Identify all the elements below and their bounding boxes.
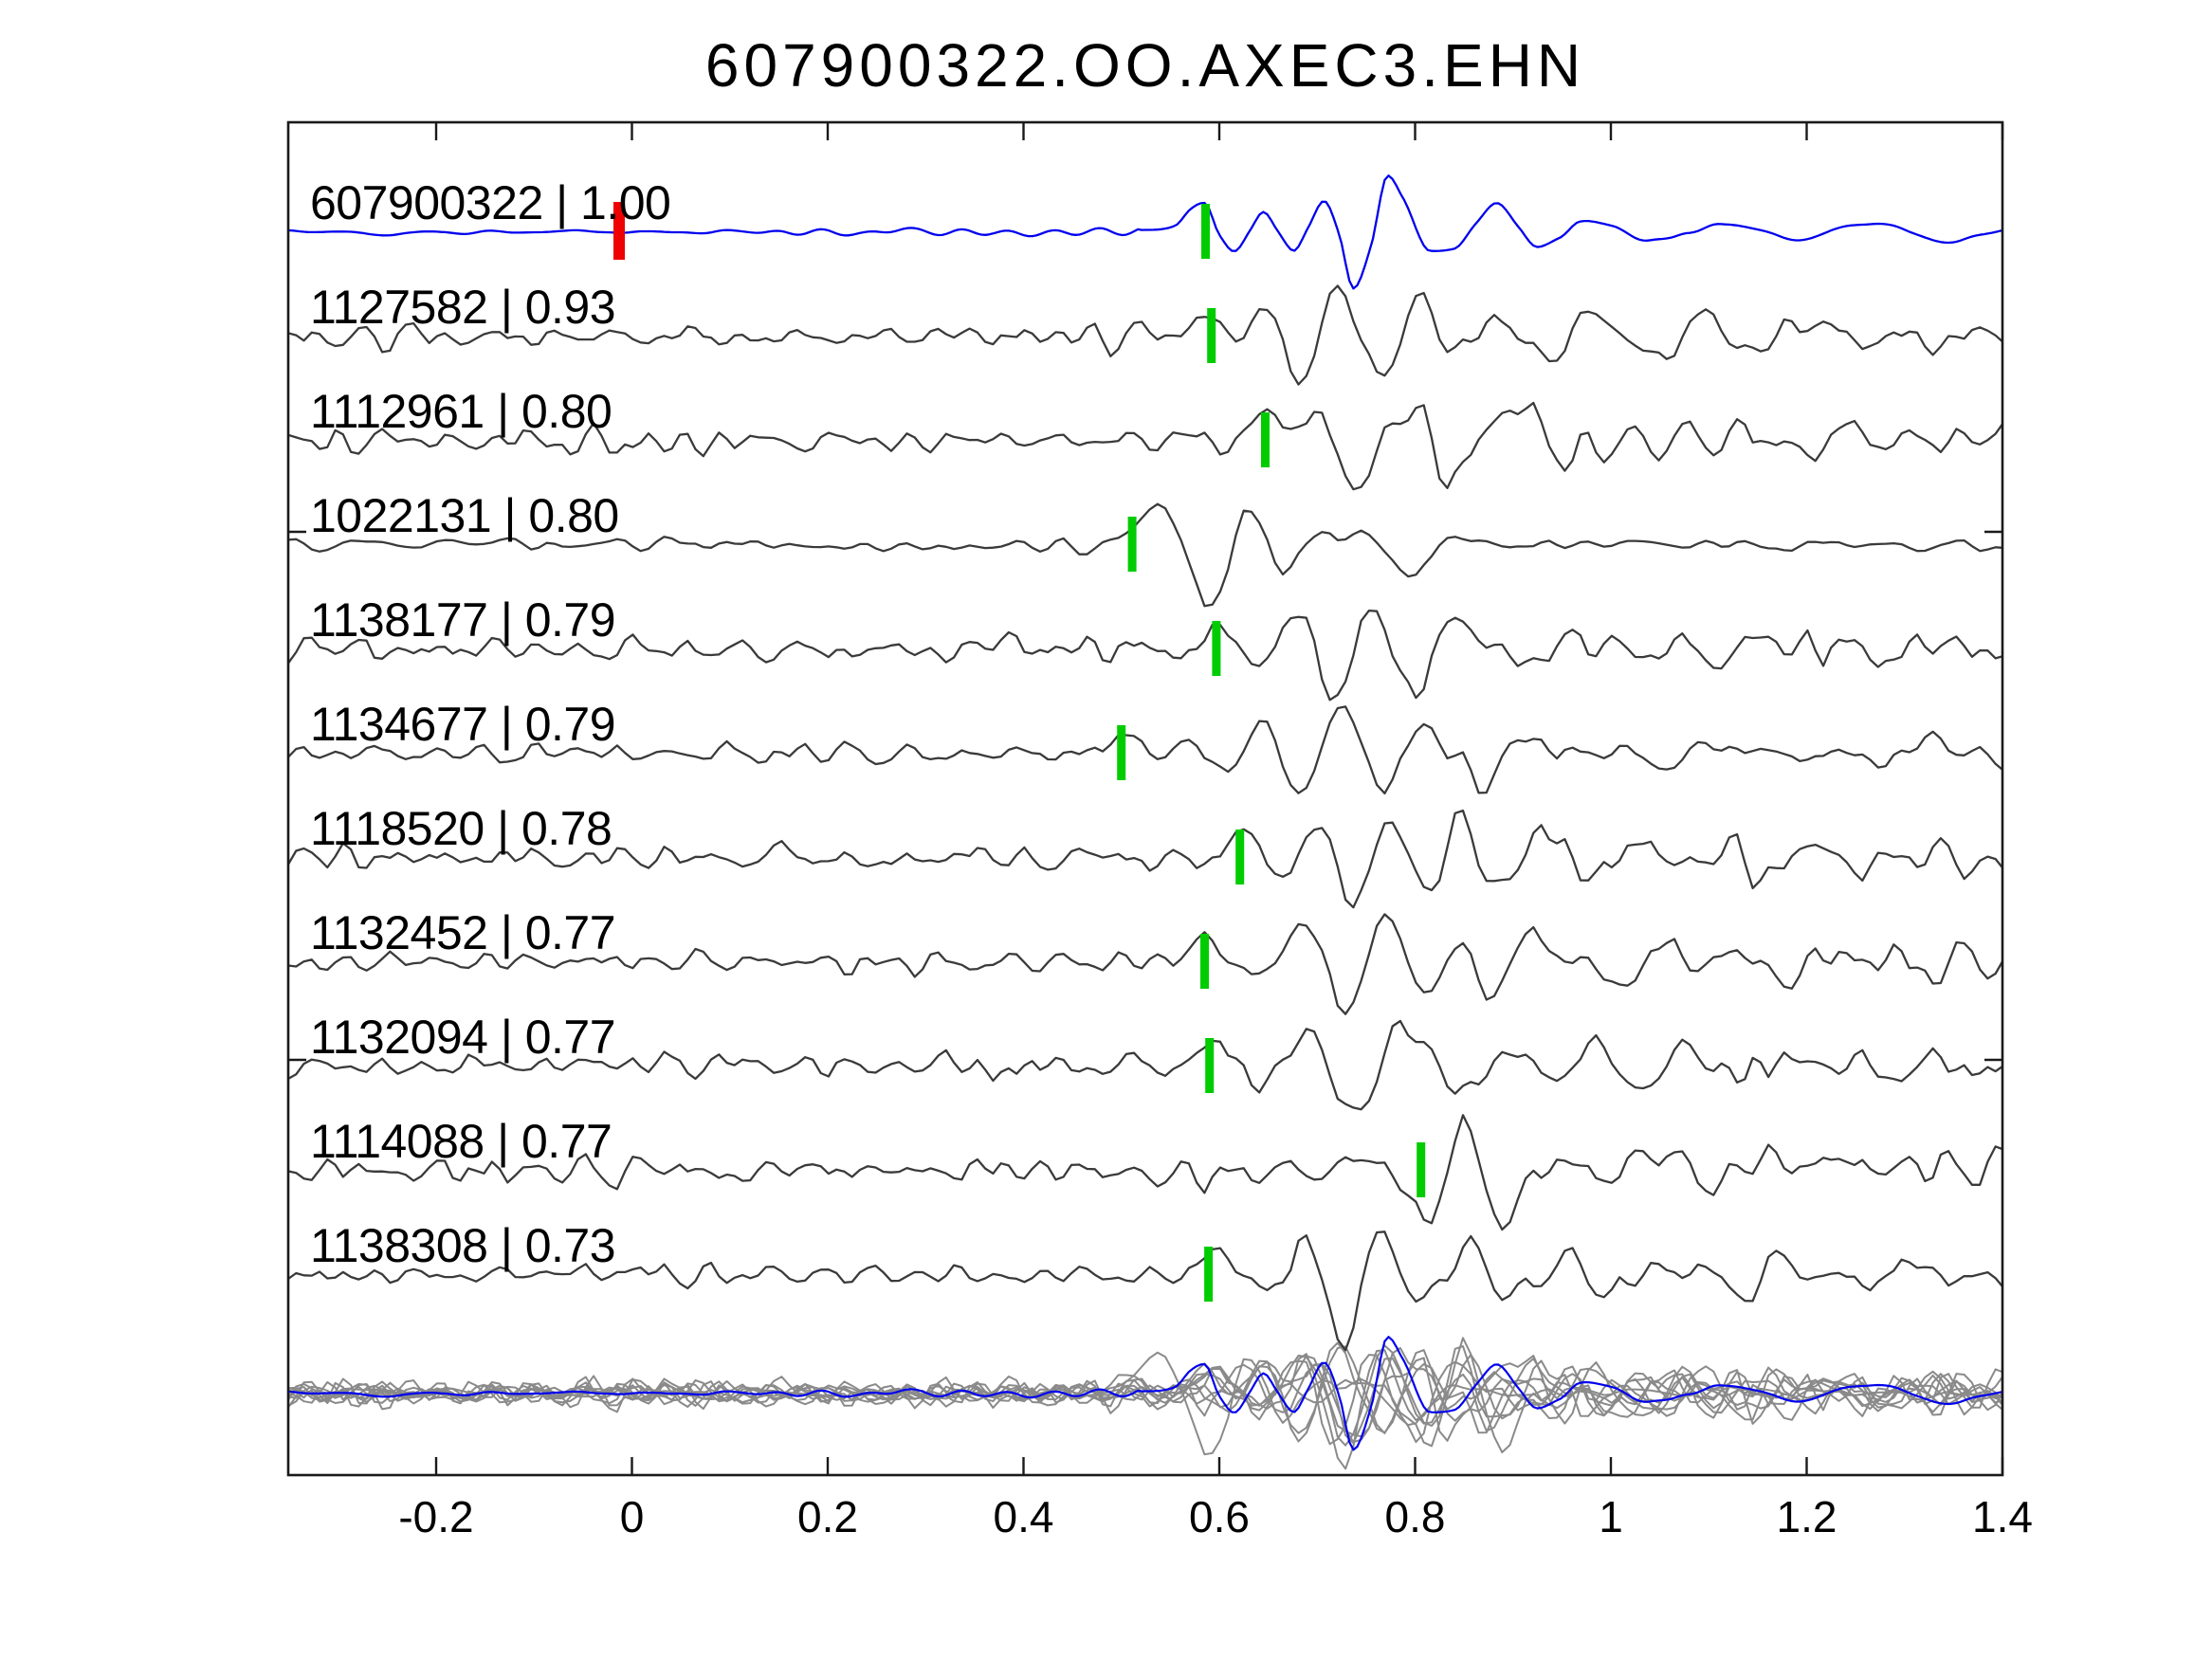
svg-text:0.8: 0.8 (1385, 1492, 1446, 1541)
svg-text:607900322.OO.AXEC3.EHN: 607900322.OO.AXEC3.EHN (705, 31, 1585, 100)
svg-text:1114088 | 0.77: 1114088 | 0.77 (310, 1115, 612, 1168)
svg-text:1138308 | 0.73: 1138308 | 0.73 (310, 1219, 615, 1272)
svg-text:0.2: 0.2 (797, 1492, 858, 1541)
svg-text:1118520 | 0.78: 1118520 | 0.78 (310, 802, 612, 855)
svg-text:0.4: 0.4 (994, 1492, 1054, 1541)
svg-text:1138177 | 0.79: 1138177 | 0.79 (310, 593, 615, 647)
svg-text:607900322 | 1.00: 607900322 | 1.00 (310, 176, 670, 229)
svg-text:1127582 | 0.93: 1127582 | 0.93 (310, 281, 615, 334)
svg-text:0.6: 0.6 (1189, 1492, 1250, 1541)
svg-text:0: 0 (620, 1492, 645, 1541)
svg-text:1112961 | 0.80: 1112961 | 0.80 (310, 385, 612, 438)
svg-text:1134677 | 0.79: 1134677 | 0.79 (310, 698, 615, 751)
svg-text:-0.2: -0.2 (398, 1492, 473, 1541)
svg-text:1.4: 1.4 (1972, 1492, 2033, 1541)
svg-text:1132094 | 0.77: 1132094 | 0.77 (310, 1011, 615, 1064)
svg-text:1: 1 (1599, 1492, 1623, 1541)
svg-text:1.2: 1.2 (1777, 1492, 1837, 1541)
svg-text:1022131 | 0.80: 1022131 | 0.80 (310, 489, 619, 542)
svg-text:1132452 | 0.77: 1132452 | 0.77 (310, 906, 615, 959)
